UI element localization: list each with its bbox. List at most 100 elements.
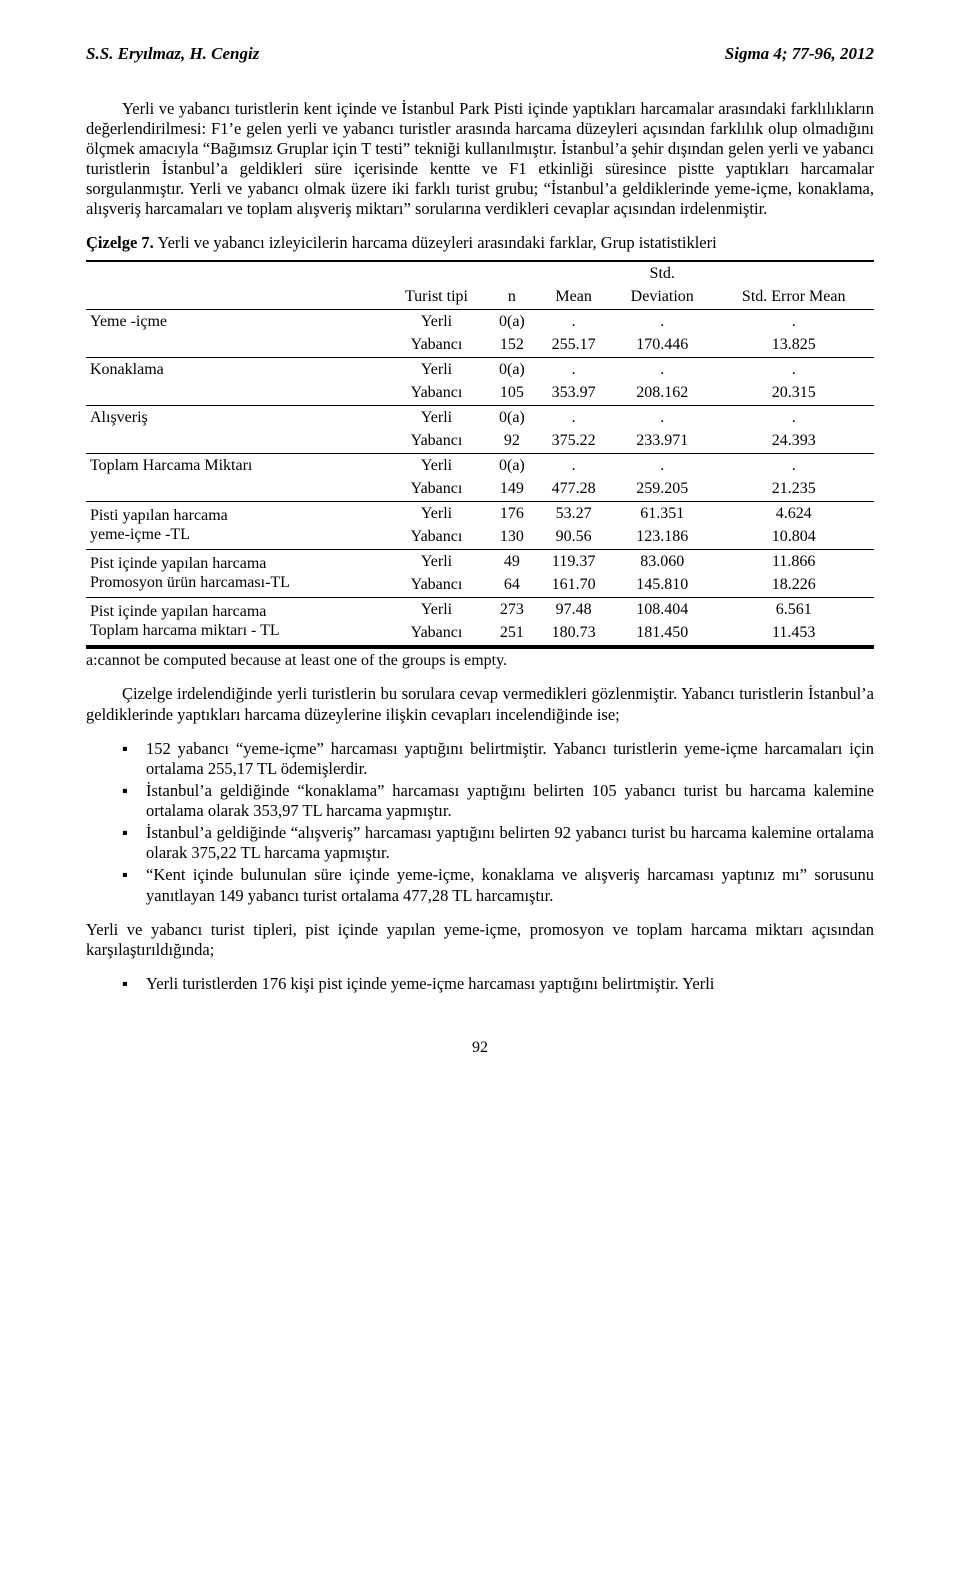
table-row-label-empty (86, 477, 385, 501)
table-cell: . (713, 357, 874, 381)
table-cell: Yabancı (385, 477, 487, 501)
table-cell: Yabancı (385, 573, 487, 597)
table-caption-text: Yerli ve yabancı izleyicilerin harcama d… (154, 233, 717, 252)
table-row-label-line2: Toplam harcama miktarı - TL (90, 621, 381, 641)
table-cell: 24.393 (713, 429, 874, 453)
table-cell: 90.56 (536, 525, 611, 549)
col-blank4 (536, 261, 611, 286)
paragraph-1: Yerli ve yabancı turistlerin kent içinde… (86, 99, 874, 220)
col-n: n (488, 285, 537, 309)
running-head-right: Sigma 4; 77-96, 2012 (725, 44, 874, 65)
table-cell: 49 (488, 549, 537, 573)
table-cell: 176 (488, 501, 537, 525)
table-cell: 10.804 (713, 525, 874, 549)
table-cell: 477.28 (536, 477, 611, 501)
bullet-item: “Kent içinde bulunulan süre içinde yeme-… (86, 865, 874, 905)
table-cell: 259.205 (611, 477, 713, 501)
table-cell: 170.446 (611, 333, 713, 357)
table-cell: 180.73 (536, 621, 611, 646)
table-cell: 11.453 (713, 621, 874, 646)
col-std-dev: Deviation (611, 285, 713, 309)
table-row-label-line1: Pist içinde yapılan harcama (90, 554, 381, 574)
table-cell: 21.235 (713, 477, 874, 501)
table-row-label: Alışveriş (86, 405, 385, 429)
table-cell: 18.226 (713, 573, 874, 597)
paragraph-3: Yerli ve yabancı turist tipleri, pist iç… (86, 920, 874, 960)
table-cell: 255.17 (536, 333, 611, 357)
table-cell: Yerli (385, 597, 487, 621)
table-row-label-line1: Pist içinde yapılan harcama (90, 602, 381, 622)
table-cell: 13.825 (713, 333, 874, 357)
table-cell: . (536, 357, 611, 381)
table-cell: Yabancı (385, 381, 487, 405)
table-cell: . (611, 453, 713, 477)
page-number: 92 (86, 1038, 874, 1058)
table-cell: 375.22 (536, 429, 611, 453)
table-cell: 92 (488, 429, 537, 453)
table-row-label: Toplam Harcama Miktarı (86, 453, 385, 477)
table-cell: . (713, 453, 874, 477)
table-cell: . (611, 357, 713, 381)
col-blank3 (488, 261, 537, 286)
table-caption: Çizelge 7. Yerli ve yabancı izleyicileri… (86, 233, 874, 253)
table-caption-bold: Çizelge 7. (86, 233, 154, 252)
table-cell: Yabancı (385, 525, 487, 549)
table-cell: Yerli (385, 501, 487, 525)
table-cell: 119.37 (536, 549, 611, 573)
table-cell: 20.315 (713, 381, 874, 405)
table-cell: 61.351 (611, 501, 713, 525)
table-cell: 0(a) (488, 357, 537, 381)
table-cell: . (713, 405, 874, 429)
table-cell: 123.186 (611, 525, 713, 549)
bullet-list-1: 152 yabancı “yeme-içme” harcaması yaptığ… (86, 739, 874, 906)
table-cell: 0(a) (488, 453, 537, 477)
table-row-label-empty (86, 429, 385, 453)
table-row-label: Yeme -içme (86, 309, 385, 333)
table-cell: 0(a) (488, 405, 537, 429)
table-row-label-line2: yeme-içme -TL (90, 525, 381, 545)
col-std-top: Std. (611, 261, 713, 286)
table-row-label-empty (86, 381, 385, 405)
table-cell: Yerli (385, 357, 487, 381)
table-cell: 161.70 (536, 573, 611, 597)
col-blank (86, 261, 385, 286)
table-cell: Yerli (385, 309, 487, 333)
table-cell: 0(a) (488, 309, 537, 333)
table-cell: . (713, 309, 874, 333)
table-footnote: a:cannot be computed because at least on… (86, 647, 874, 671)
table-cell: Yerli (385, 405, 487, 429)
table-cell: . (611, 309, 713, 333)
table-cell: Yabancı (385, 429, 487, 453)
table-row-label-line1: Pisti yapılan harcama (90, 506, 381, 526)
table-cell: Yerli (385, 453, 487, 477)
table-cell: 208.162 (611, 381, 713, 405)
bullet-item: Yerli turistlerden 176 kişi pist içinde … (86, 974, 874, 994)
table-row-label: Pist içinde yapılan harcamaToplam harcam… (86, 597, 385, 646)
table-row-label: Pist içinde yapılan harcamaPromosyon ürü… (86, 549, 385, 597)
bullet-list-2: Yerli turistlerden 176 kişi pist içinde … (86, 974, 874, 994)
stats-table: Std. Turist tipi n Mean Deviation Std. E… (86, 260, 874, 647)
col-blank6 (86, 285, 385, 309)
table-cell: 273 (488, 597, 537, 621)
col-mean: Mean (536, 285, 611, 309)
table-cell: . (536, 405, 611, 429)
table-cell: 83.060 (611, 549, 713, 573)
table-cell: . (536, 309, 611, 333)
table-cell: 152 (488, 333, 537, 357)
table-cell: 4.624 (713, 501, 874, 525)
table-cell: 149 (488, 477, 537, 501)
col-turist-tipi: Turist tipi (385, 285, 487, 309)
table-cell: 233.971 (611, 429, 713, 453)
table-cell: 145.810 (611, 573, 713, 597)
table-cell: 97.48 (536, 597, 611, 621)
table-cell: Yabancı (385, 621, 487, 646)
table-cell: . (536, 453, 611, 477)
table-cell: 251 (488, 621, 537, 646)
table-cell: Yabancı (385, 333, 487, 357)
table-cell: 353.97 (536, 381, 611, 405)
col-blank2 (385, 261, 487, 286)
table-cell: 11.866 (713, 549, 874, 573)
table-cell: 108.404 (611, 597, 713, 621)
col-std-err: Std. Error Mean (713, 285, 874, 309)
running-head-left: S.S. Eryılmaz, H. Cengiz (86, 44, 259, 65)
